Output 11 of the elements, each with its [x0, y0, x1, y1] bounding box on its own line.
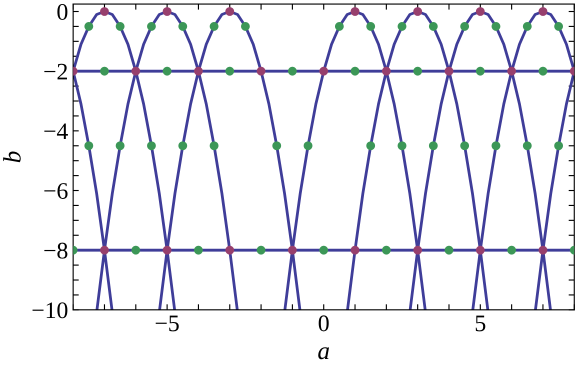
- y-tick-label: −8: [44, 242, 68, 259]
- y-tick-label: 0: [57, 4, 68, 20]
- y-tick-label: −4: [44, 123, 68, 140]
- x-tick-label: 0: [318, 315, 329, 332]
- y-tick-label: −10: [32, 302, 68, 318]
- y-tick-label: −6: [44, 183, 68, 199]
- y-tick-label: −2: [44, 64, 67, 80]
- x-tick-label: −5: [156, 316, 179, 332]
- x-axis-title: a: [318, 347, 330, 360]
- x-tick-label: 5: [476, 316, 486, 332]
- y-axis-title: b: [3, 151, 21, 162]
